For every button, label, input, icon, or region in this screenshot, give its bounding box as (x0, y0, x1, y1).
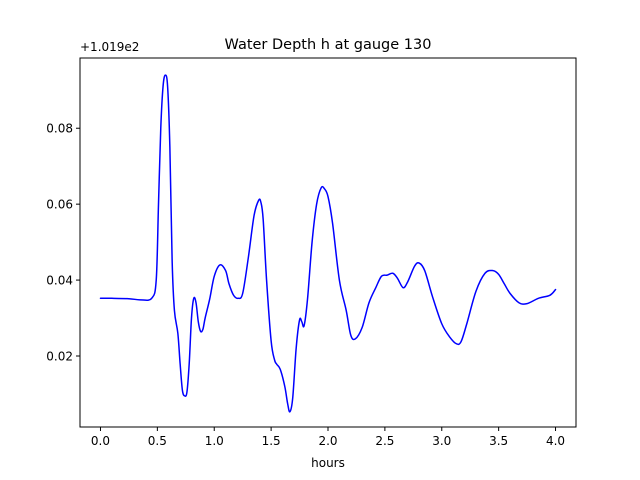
x-tick-label: 3.5 (489, 434, 508, 448)
x-tick-label: 3.0 (432, 434, 451, 448)
y-tick-label: 0.06 (46, 198, 73, 212)
x-tick-label: 0.5 (148, 434, 167, 448)
y-tick-label: 0.02 (46, 350, 73, 364)
x-axis-label: hours (311, 456, 345, 470)
x-axis-ticks: 0.0 0.5 1.0 1.5 2.0 2.5 3.0 3.5 4.0 (91, 427, 565, 448)
y-tick-label: 0.08 (46, 122, 73, 136)
data-series-line (99, 74, 557, 413)
x-tick-label: 2.5 (375, 434, 394, 448)
y-axis-ticks: 0.02 0.04 0.06 0.08 (46, 122, 80, 364)
x-tick-label: 4.0 (546, 434, 565, 448)
y-axis-offset-label: +1.019e2 (80, 40, 139, 54)
x-tick-label: 1.0 (205, 434, 224, 448)
x-tick-label: 0.0 (91, 434, 110, 448)
chart-title: Water Depth h at gauge 130 (225, 37, 432, 53)
y-tick-label: 0.04 (46, 274, 73, 288)
plot-area (80, 58, 576, 427)
x-tick-label: 1.5 (262, 434, 281, 448)
x-tick-label: 2.0 (318, 434, 337, 448)
